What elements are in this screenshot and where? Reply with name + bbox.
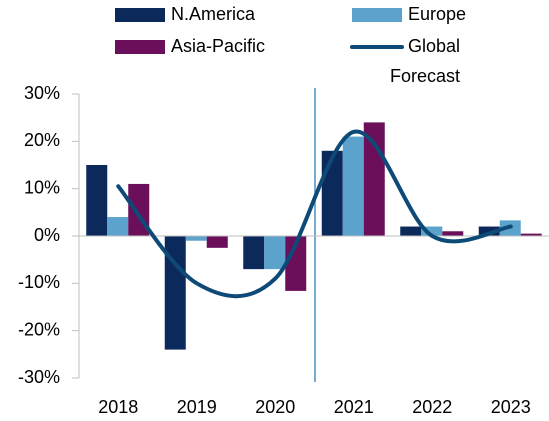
legend-swatch (115, 40, 165, 54)
bar (185, 236, 207, 241)
legend-label: N.America (171, 4, 256, 24)
y-tick-label: 0% (34, 225, 60, 245)
legend-label: Global (408, 36, 460, 56)
x-tick-label: 2023 (491, 397, 531, 417)
bar (478, 226, 500, 236)
bar (321, 150, 343, 236)
bar (264, 236, 286, 270)
bar (400, 226, 422, 236)
bar (342, 136, 364, 236)
y-tick-label: -20% (18, 319, 60, 339)
annotation: Forecast (390, 66, 460, 86)
bar (442, 231, 464, 236)
y-tick-label: 10% (24, 177, 60, 197)
x-tick-label: 2020 (255, 397, 295, 417)
legend-label: Asia-Pacific (171, 36, 265, 56)
x-tick-label: 2019 (177, 397, 217, 417)
x-tick-label: 2021 (334, 397, 374, 417)
y-tick-label: 20% (24, 130, 60, 150)
x-tick-label: 2018 (98, 397, 138, 417)
bar (86, 165, 108, 236)
bar (520, 233, 542, 236)
bar (243, 236, 265, 270)
y-tick-label: 30% (24, 83, 60, 103)
y-tick-label: -10% (18, 272, 60, 292)
legend-swatch (115, 8, 165, 22)
y-tick-label: -30% (18, 367, 60, 387)
bar (363, 122, 385, 236)
bar (285, 236, 307, 291)
x-tick-label: 2022 (412, 397, 452, 417)
bar (164, 236, 186, 350)
bar (206, 236, 228, 248)
line-series (116, 129, 513, 299)
legend-swatch (352, 8, 402, 22)
bar (421, 226, 443, 236)
legend-label: Europe (408, 4, 466, 24)
bar (107, 217, 129, 236)
